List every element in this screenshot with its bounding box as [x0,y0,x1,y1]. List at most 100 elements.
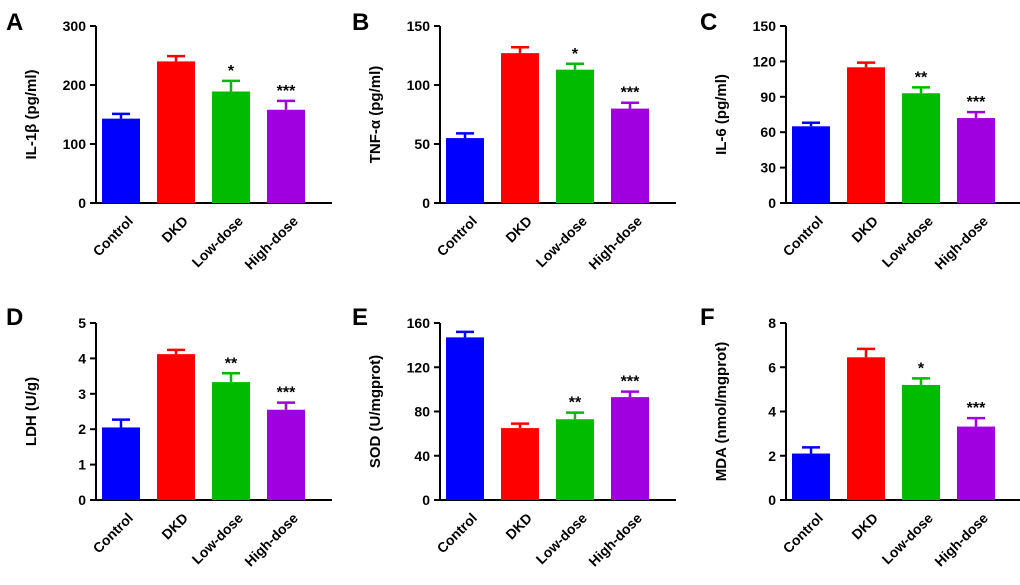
y-tick-label: 120 [753,53,777,69]
bar-dkd [157,61,195,204]
panel-letter: D [6,304,23,331]
y-tick-label: 1 [78,457,86,473]
category-label: Low-dose [533,213,591,271]
significance-label: ** [225,355,238,372]
panel-letter: C [700,9,717,36]
significance-label: ** [569,395,582,412]
y-tick-label: 300 [63,18,87,34]
category-label: Low-dose [189,510,247,568]
bar-high-dose [267,109,305,203]
significance-label: * [572,46,579,63]
panel-d-ldh-chart: D 0 1 2 3 4 5 LDH (U/g) Control DKD ** Low-dose *** H… [6,304,332,569]
category-label: Low-dose [189,213,247,271]
category-label: High-dose [931,213,991,273]
category-label: Control [780,510,827,557]
panel-letter: B [352,9,369,36]
category-label: High-dose [931,510,991,570]
category-label: Low-dose [879,510,937,568]
category-label: High-dose [241,213,301,273]
y-tick-label: 150 [753,18,777,34]
panel-a-il1b-chart: A 0 100 200 300 IL-1β (pg/ml) Control DKD * Low-d… [6,9,332,272]
panel-letter: A [6,9,23,36]
bar-control [102,427,140,500]
panel-f-mda-chart: F 0 2 4 6 8 MDA (nmol/mgprot) Control DKD * Low-do… [700,304,1020,569]
y-tick-label: 0 [768,195,776,211]
y-tick-label: 0 [768,492,776,508]
bar-control [446,337,484,500]
y-tick-label: 80 [414,404,430,420]
y-axis-label: IL-6 (pg/ml) [713,74,730,155]
y-axis-label: MDA (nmol/mgprot) [713,342,730,481]
category-label: Control [90,510,137,557]
panel-e-sod-chart: E 0 40 80 120 160 SOD (U/mgprot) Control DKD ** Lo… [352,304,676,569]
y-tick-label: 90 [760,89,776,105]
y-axis-label: LDH (U/g) [23,377,40,446]
bar-high-dose [957,118,995,203]
bar-control [792,126,830,203]
y-tick-label: 4 [78,350,86,366]
bar-dkd [501,428,539,500]
bar-low-dose [212,382,250,500]
y-tick-label: 0 [422,492,430,508]
y-tick-label: 30 [760,160,776,176]
category-label: High-dose [585,510,645,570]
category-label: Control [780,213,827,260]
significance-label: *** [967,94,986,111]
bar-high-dose [267,409,305,500]
y-tick-label: 120 [407,359,431,375]
y-tick-label: 100 [407,77,431,93]
y-tick-label: 100 [63,136,87,152]
bar-control [792,453,830,500]
category-label: High-dose [585,213,645,273]
bar-dkd [847,67,885,203]
significance-label: *** [277,83,296,100]
significance-label: *** [277,385,296,402]
bar-low-dose [902,93,940,203]
panel-c-il6-chart: C 0 30 60 90 120 150 IL-6 (pg/ml) Control DKD ** Lo… [700,9,1020,272]
significance-label: * [228,63,235,80]
y-tick-label: 150 [407,18,431,34]
bar-high-dose [611,397,649,500]
y-tick-label: 0 [422,195,430,211]
y-tick-label: 4 [768,404,776,420]
y-tick-label: 50 [414,136,430,152]
category-label: DKD [158,510,191,543]
category-label: DKD [848,510,881,543]
y-tick-label: 0 [78,492,86,508]
y-tick-label: 40 [414,448,430,464]
significance-label: *** [621,374,640,391]
category-label: DKD [158,213,191,246]
y-tick-label: 200 [63,77,87,93]
y-axis-label: TNF-α (pg/ml) [367,66,384,164]
bar-dkd [501,53,539,203]
y-tick-label: 6 [768,359,776,375]
significance-label: *** [967,400,986,417]
panel-letter: E [352,304,368,331]
category-label: DKD [848,213,881,246]
category-label: DKD [502,213,535,246]
panel-b-tnfa-chart: B 0 50 100 150 TNF-α (pg/ml) Control DKD * Low-do… [352,9,676,272]
bar-high-dose [957,426,995,500]
bar-low-dose [556,69,594,203]
category-label: Low-dose [879,213,937,271]
bar-control [446,138,484,203]
category-label: Control [434,510,481,557]
y-axis-label: SOD (U/mgprot) [367,355,384,468]
significance-label: ** [915,69,928,86]
y-tick-label: 160 [407,315,431,331]
category-label: DKD [502,510,535,543]
panel-letter: F [700,304,715,331]
bar-control [102,118,140,203]
category-label: High-dose [241,510,301,570]
y-tick-label: 60 [760,124,776,140]
bar-low-dose [902,384,940,500]
category-label: Low-dose [533,510,591,568]
bar-dkd [157,354,195,500]
bar-low-dose [556,419,594,500]
y-tick-label: 0 [78,195,86,211]
y-axis-label: IL-1β (pg/ml) [23,70,40,160]
significance-label: * [918,360,925,377]
y-tick-label: 5 [78,315,86,331]
bar-low-dose [212,91,250,203]
